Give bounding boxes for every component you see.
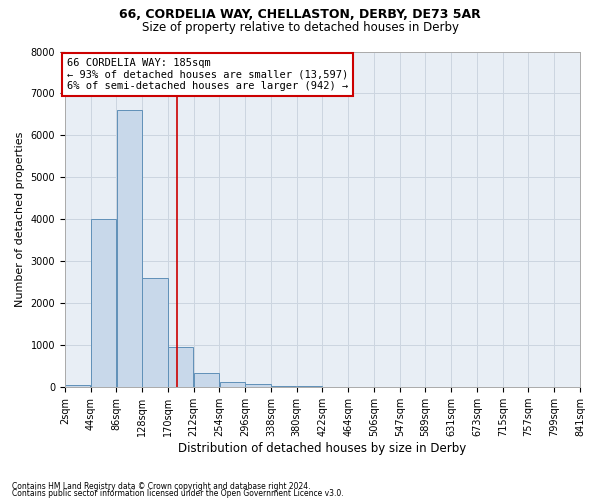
Bar — [65, 385, 91, 387]
Text: Size of property relative to detached houses in Derby: Size of property relative to detached ho… — [142, 21, 458, 34]
Text: 66, CORDELIA WAY, CHELLASTON, DERBY, DE73 5AR: 66, CORDELIA WAY, CHELLASTON, DERBY, DE7… — [119, 8, 481, 20]
Bar — [245, 384, 271, 387]
Bar — [168, 348, 193, 387]
Bar — [91, 220, 116, 387]
Text: Contains HM Land Registry data © Crown copyright and database right 2024.: Contains HM Land Registry data © Crown c… — [12, 482, 311, 491]
Bar — [116, 110, 142, 387]
Y-axis label: Number of detached properties: Number of detached properties — [15, 132, 25, 307]
X-axis label: Distribution of detached houses by size in Derby: Distribution of detached houses by size … — [178, 442, 467, 455]
Bar — [297, 386, 322, 387]
Text: Contains public sector information licensed under the Open Government Licence v3: Contains public sector information licen… — [12, 488, 344, 498]
Bar — [142, 278, 167, 387]
Bar — [194, 373, 219, 387]
Text: 66 CORDELIA WAY: 185sqm
← 93% of detached houses are smaller (13,597)
6% of semi: 66 CORDELIA WAY: 185sqm ← 93% of detache… — [67, 58, 348, 91]
Bar — [271, 386, 296, 387]
Bar — [220, 382, 245, 387]
